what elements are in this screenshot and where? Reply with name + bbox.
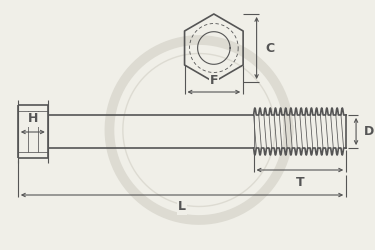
Text: C: C	[265, 42, 274, 54]
Text: F: F	[210, 74, 218, 88]
Text: T: T	[296, 176, 304, 188]
Text: L: L	[178, 200, 186, 213]
Text: D: D	[364, 125, 374, 138]
Text: H: H	[28, 112, 38, 126]
